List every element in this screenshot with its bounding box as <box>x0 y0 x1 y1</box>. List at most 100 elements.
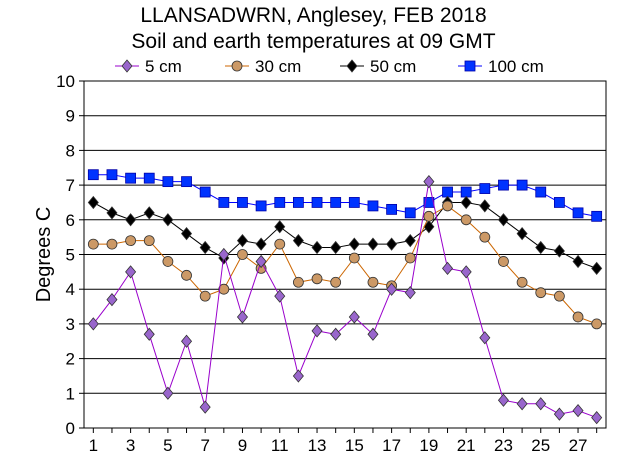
data-point <box>516 276 528 288</box>
data-point <box>274 238 286 250</box>
data-point <box>143 327 155 341</box>
data-point <box>516 397 528 411</box>
data-point <box>199 240 211 255</box>
chart-title: LLANSADWRN, Anglesey, FEB 2018 <box>140 4 487 27</box>
data-point <box>404 252 416 264</box>
data-point <box>423 175 435 189</box>
data-point <box>572 254 584 269</box>
data-point <box>535 240 547 255</box>
x-tick-label: 15 <box>345 436 364 455</box>
data-point <box>237 197 248 208</box>
data-point <box>125 213 137 227</box>
data-point <box>404 286 416 300</box>
legend-label: 5 cm <box>145 57 182 76</box>
data-point <box>348 237 360 251</box>
y-tick-label: 10 <box>56 72 75 91</box>
x-tick-label: 5 <box>163 436 172 455</box>
data-point <box>498 256 509 267</box>
data-point <box>367 327 379 341</box>
data-point <box>367 276 379 288</box>
y-tick-label: 2 <box>66 350 75 369</box>
x-tick-label: 21 <box>457 436 476 455</box>
data-point <box>404 207 416 219</box>
data-point <box>143 172 155 184</box>
data-point <box>162 386 174 400</box>
data-point <box>479 199 491 213</box>
data-point <box>311 273 323 285</box>
data-point <box>274 289 286 303</box>
data-point <box>442 200 453 212</box>
data-point <box>348 310 360 324</box>
data-point <box>143 235 155 247</box>
x-tick-label: 13 <box>308 436 327 455</box>
data-point <box>330 197 342 208</box>
data-point <box>274 220 286 234</box>
data-point <box>404 233 416 248</box>
y-tick-label: 0 <box>66 419 75 438</box>
data-point <box>442 186 453 198</box>
data-point <box>106 238 118 250</box>
data-point <box>591 210 603 222</box>
data-point <box>181 269 192 281</box>
x-tick-label: 1 <box>89 436 98 455</box>
y-tick-label: 1 <box>66 384 75 403</box>
y-tick-label: 9 <box>66 107 75 126</box>
data-point <box>348 252 360 264</box>
data-point <box>497 393 509 407</box>
series-line-50cm <box>93 201 597 269</box>
y-tick-label: 7 <box>66 176 75 195</box>
data-point <box>460 265 472 279</box>
data-point <box>255 237 267 251</box>
legend-marker <box>121 59 133 73</box>
data-point <box>516 227 528 241</box>
y-tick-label: 4 <box>66 280 75 299</box>
x-tick-label: 11 <box>271 436 289 455</box>
data-point <box>572 207 584 219</box>
chart-subtitle: Soil and earth temperatures at 09 GMT <box>131 30 496 53</box>
data-point <box>460 195 472 210</box>
data-point <box>199 400 211 414</box>
data-point <box>106 292 118 307</box>
data-point <box>330 240 342 255</box>
data-point <box>311 240 323 255</box>
y-tick-label: 6 <box>66 211 75 230</box>
legend-marker <box>464 60 476 72</box>
data-point <box>479 331 491 345</box>
legend-label: 100 cm <box>488 57 544 76</box>
data-point <box>199 290 211 302</box>
data-point <box>423 210 435 222</box>
series-line-5cm <box>92 181 597 419</box>
data-point <box>181 334 193 348</box>
data-point <box>330 327 342 341</box>
data-point <box>535 186 547 198</box>
data-point <box>292 233 304 248</box>
data-point <box>162 213 174 227</box>
data-point <box>125 235 137 247</box>
data-point <box>218 247 230 262</box>
data-point <box>311 324 323 338</box>
x-tick-label: 3 <box>126 436 135 455</box>
data-point <box>311 197 323 208</box>
data-point <box>572 311 584 323</box>
legend-marker <box>231 60 243 72</box>
x-tick-label: 17 <box>382 436 401 455</box>
series-line-100cm <box>93 174 597 217</box>
data-point <box>498 179 509 191</box>
data-point <box>125 265 137 279</box>
data-point <box>442 261 454 276</box>
data-point <box>162 256 174 267</box>
data-point <box>553 244 565 258</box>
x-tick-label: 19 <box>419 436 438 455</box>
legend-label: 30 cm <box>255 57 301 76</box>
data-point <box>237 249 248 260</box>
data-point <box>423 197 435 208</box>
data-point <box>87 195 99 210</box>
data-point <box>292 197 304 208</box>
data-point <box>479 183 491 194</box>
data-point <box>143 206 155 220</box>
data-point <box>255 200 267 212</box>
data-point <box>572 404 584 418</box>
series-line-30cm <box>93 205 597 325</box>
data-point <box>330 276 342 288</box>
